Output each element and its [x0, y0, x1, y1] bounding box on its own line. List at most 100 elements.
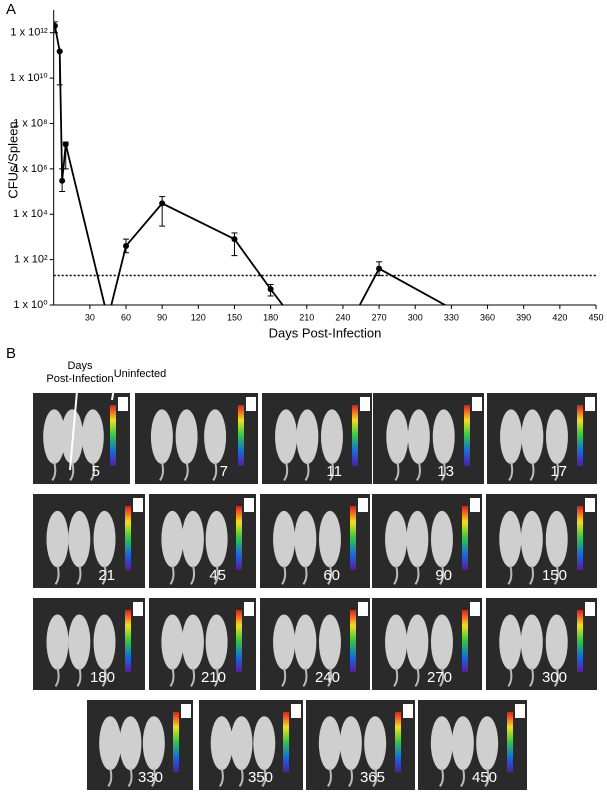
mouse-tail	[76, 565, 82, 585]
mouse-tail	[393, 667, 399, 687]
mouse	[273, 510, 296, 568]
color-bar	[350, 610, 356, 672]
color-bar	[173, 712, 179, 772]
mouse-tail	[440, 461, 446, 481]
mouse-tail	[212, 461, 218, 481]
mouse	[406, 614, 429, 670]
day-label: 240	[315, 669, 340, 686]
color-bar-box	[118, 397, 128, 411]
day-label: 180	[90, 669, 115, 686]
mouse-tail	[484, 768, 490, 788]
x-tick-label: 60	[121, 312, 131, 322]
color-bar-box	[246, 397, 256, 411]
mouse-tail	[393, 565, 399, 585]
mouse	[318, 716, 341, 771]
data-point	[231, 236, 238, 243]
mouse-tail	[69, 461, 75, 481]
mouse-tail	[190, 565, 196, 585]
mouse-tail	[54, 667, 60, 687]
mouse	[406, 510, 429, 568]
plot: 1 x 10⁰ 1 x 10² 1 x 10⁴ 1 x 10⁶ 1 x 10⁸ 1 x 1…	[10, 10, 604, 322]
x-tick-label: 150	[227, 312, 242, 322]
mouse	[93, 614, 116, 670]
color-bar	[352, 405, 358, 466]
mouse-tail	[54, 565, 60, 585]
mouse	[43, 409, 66, 464]
mouse	[476, 716, 499, 771]
color-bar	[125, 506, 131, 570]
color-bar-box	[403, 704, 413, 718]
mouse-tail	[507, 565, 513, 585]
x-tick-label: 300	[408, 312, 423, 322]
mouse-tail	[327, 667, 333, 687]
color-bar	[462, 506, 468, 570]
color-bar-box	[358, 602, 368, 616]
mouse	[318, 614, 341, 670]
mouse	[430, 614, 453, 670]
data-point	[123, 242, 130, 249]
color-bar-box	[585, 498, 595, 512]
color-bar	[110, 405, 116, 466]
mouse	[318, 510, 341, 568]
mouse	[81, 409, 104, 464]
y-tick-label: 1 x 10⁴	[13, 208, 48, 220]
mouse	[93, 510, 116, 568]
day-label: 450	[472, 769, 497, 786]
mouse	[451, 716, 474, 771]
mouse-tail	[439, 768, 444, 788]
mouse-tail	[553, 667, 559, 687]
color-bar-box	[585, 602, 595, 616]
mouse-tail	[327, 768, 332, 788]
mouse	[150, 409, 173, 464]
mouse	[68, 510, 91, 568]
mouse	[161, 510, 184, 568]
day-label: 5	[92, 463, 100, 480]
color-bar-box	[244, 498, 254, 512]
image-grid: 5 7 11 13 17 21 45 60 90 150 180 210 240 270 300 330 350…	[33, 363, 597, 790]
color-bar	[577, 506, 583, 570]
mouse	[205, 510, 228, 568]
mouse	[204, 409, 227, 464]
day-label: 21	[98, 567, 115, 584]
color-bar	[577, 610, 583, 672]
data-point	[53, 22, 58, 29]
color-bar-box	[585, 397, 595, 411]
pointer	[111, 363, 119, 401]
y-tick-label: 1 x 10¹²	[10, 27, 48, 39]
mouse-tail	[51, 461, 57, 481]
mouse-tail	[183, 461, 189, 481]
mouse-tail	[281, 565, 287, 585]
data-point	[56, 48, 63, 55]
mouse	[181, 614, 204, 670]
mouse-tail	[507, 667, 513, 687]
mouse-tail	[414, 667, 420, 687]
day-label: 90	[435, 567, 452, 584]
mouse	[545, 409, 568, 464]
color-bar	[577, 405, 583, 466]
mouse-tail	[348, 768, 354, 788]
mouse-tail	[529, 667, 534, 687]
x-tick-label: 30	[85, 312, 95, 322]
mouse-tail	[169, 565, 175, 585]
panel-letter: B	[6, 345, 16, 362]
mouse	[520, 510, 543, 568]
data-point	[159, 200, 166, 207]
panel-letter: A	[6, 1, 16, 18]
mouse-tail	[372, 768, 378, 788]
color-bar-box	[470, 602, 480, 616]
mouse	[520, 614, 543, 670]
color-bar-box	[133, 602, 143, 616]
mouse-tail	[107, 768, 113, 788]
color-bar-box	[515, 704, 525, 718]
mouse	[181, 510, 204, 568]
mouse-tail	[302, 667, 308, 687]
mouse-tail	[281, 667, 287, 687]
x-tick-label: 120	[191, 312, 206, 322]
annotation: Post-Infection	[46, 373, 113, 385]
x-tick-label: 360	[480, 312, 495, 322]
day-label: 300	[542, 669, 567, 686]
mouse-tail	[302, 565, 308, 585]
mouse	[545, 614, 568, 670]
color-bar-box	[470, 498, 480, 512]
mouse-tail	[414, 565, 420, 585]
